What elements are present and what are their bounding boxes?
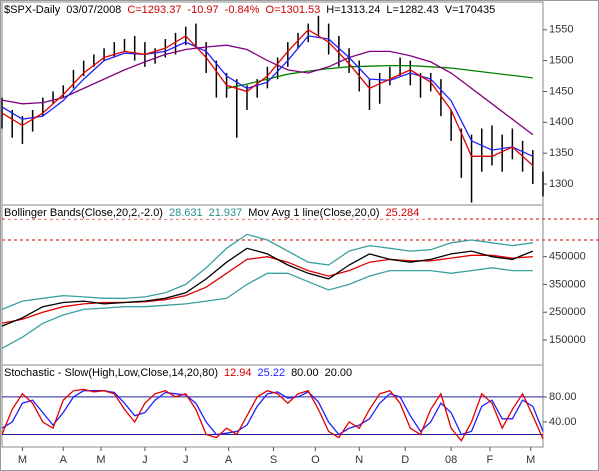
header-text: 28.631: [168, 207, 203, 219]
y-tick-label: 350000: [549, 278, 586, 290]
x-tick-label: M: [526, 454, 535, 466]
series-line: [1, 35, 534, 157]
header-text: 20.00: [324, 367, 353, 379]
x-tick-label: O: [311, 454, 320, 466]
x-tick-label: A: [60, 454, 68, 466]
panel-border: [1, 204, 544, 366]
y-tick-label: 250000: [549, 306, 586, 318]
y-tick-label: 450000: [549, 251, 586, 263]
header-text: 21.937: [208, 207, 243, 219]
header-text: -10.97: [187, 4, 219, 16]
y-tick-label: 150000: [549, 334, 586, 346]
header-text: 12.94: [224, 367, 252, 379]
header-text: Bollinger Bands(Close,20,2,-2.0): [4, 207, 163, 219]
x-tick-label: J: [142, 454, 148, 466]
x-tick-label: 08: [445, 454, 457, 466]
header-text: 25.284: [385, 207, 420, 219]
x-tick-label: J: [183, 454, 189, 466]
series-line: [226, 64, 533, 90]
series-line: [1, 28, 534, 166]
panel-border: [1, 364, 544, 448]
header-text: 25.22: [257, 367, 286, 379]
panel-header: $SPX-Daily 03/07/2008 C=1293.37 -10.97 -0.84…: [4, 4, 502, 16]
x-tick-label: S: [270, 454, 277, 466]
x-tick-label: A: [225, 454, 233, 466]
x-tick-label: F: [487, 454, 494, 466]
y-tick-label: 80.00: [549, 391, 577, 403]
header-text: Mov Avg 1 line(Close,20,0): [248, 207, 380, 219]
series-line: [1, 267, 533, 349]
y-tick-label: 1350: [549, 147, 573, 159]
x-tick-label: N: [355, 454, 363, 466]
x-tick-label: M: [18, 454, 27, 466]
y-tick-label: 1400: [549, 116, 573, 128]
y-tick-label: 40.00: [549, 416, 577, 428]
header-text: Stochastic - Slow(High,Low,Close,14,20,8…: [4, 367, 218, 379]
header-text: H=1313.24: [326, 4, 381, 16]
y-tick-label: 1500: [549, 55, 573, 67]
header-text: O=1301.53: [265, 4, 321, 16]
x-tick-label: M: [96, 454, 105, 466]
header-text: C=1293.37: [127, 4, 182, 16]
series-line: [1, 254, 533, 324]
panel-header: Stochastic - Slow(High,Low,Close,14,20,8…: [4, 367, 359, 379]
series-line: [1, 247, 534, 327]
panel-header: Bollinger Bands(Close,20,2,-2.0) 28.631 21…: [4, 207, 426, 219]
y-tick-label: 1450: [549, 85, 573, 97]
header-text: V=170435: [444, 4, 496, 16]
header-text: -0.84%: [224, 4, 260, 16]
y-tick-label: 1550: [549, 24, 573, 36]
header-text: L=1282.43: [386, 4, 439, 16]
series-line: [1, 233, 533, 311]
series-line: [1, 44, 534, 136]
x-tick-label: D: [401, 454, 409, 466]
header-text: 80.00: [291, 367, 319, 379]
y-tick-label: 1300: [549, 178, 573, 190]
header-text: 03/07/2008: [66, 4, 122, 16]
series-line: [1, 388, 544, 442]
header-text: $SPX-Daily: [4, 4, 61, 16]
